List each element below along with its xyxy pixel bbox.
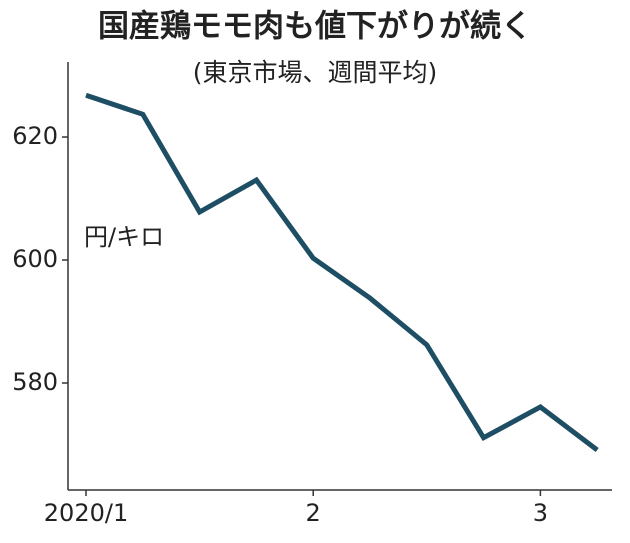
data-line (85, 92, 599, 453)
x-tick-label: 3 (533, 499, 548, 527)
x-tick-label: 2 (306, 499, 321, 527)
y-tick-label: 600 (12, 245, 58, 273)
y-tick-label: 620 (12, 122, 58, 150)
chart-title: 国産鶏モモ肉も値下がりが続く (98, 9, 532, 45)
y-axis-label: 円/キロ (84, 223, 164, 251)
chart-subtitle: (東京市場、週間平均) (193, 58, 438, 87)
x-tick-label: 2020/1 (44, 499, 128, 527)
y-tick-label: 580 (12, 368, 58, 396)
